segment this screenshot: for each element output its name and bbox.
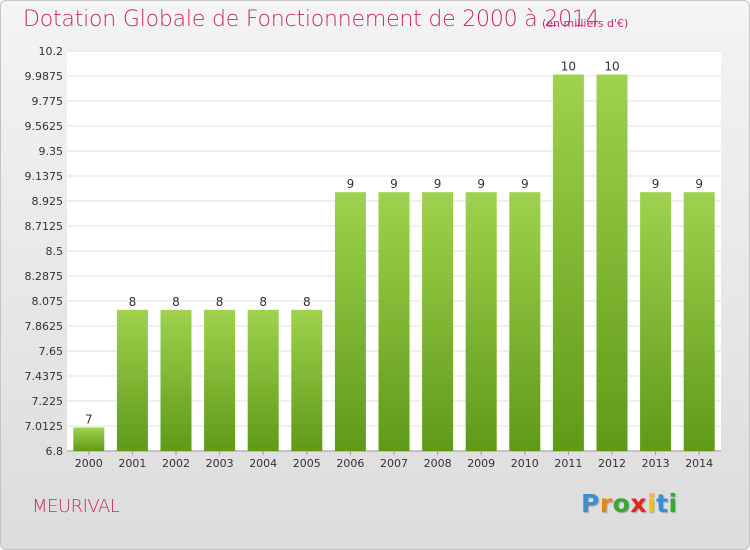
y-tick-label: 8.2875 — [25, 270, 64, 283]
x-tick-label: 2006 — [336, 457, 364, 470]
x-tick-label: 2004 — [249, 457, 277, 470]
y-tick-label: 9.775 — [32, 95, 64, 108]
x-tick-label: 2002 — [162, 457, 190, 470]
logo-letter: i — [668, 489, 678, 518]
bar-value-label: 9 — [390, 177, 398, 191]
bar-value-label: 9 — [521, 177, 529, 191]
bar-value-label: 9 — [652, 177, 660, 191]
bar — [422, 192, 454, 452]
logo-letter: r — [599, 489, 613, 518]
x-tick-label: 2010 — [511, 457, 539, 470]
y-tick-label: 7.65 — [39, 345, 64, 358]
x-tick-label: 2009 — [467, 457, 495, 470]
bar-value-label: 9 — [434, 177, 442, 191]
logo-letter: t — [656, 489, 669, 518]
bar — [160, 309, 192, 451]
x-tick-label: 2003 — [206, 457, 234, 470]
proxiti-logo: Proxiti — [581, 489, 678, 518]
y-tick-label: 9.5625 — [25, 120, 64, 133]
bar — [640, 192, 672, 452]
x-tick-label: 2007 — [380, 457, 408, 470]
y-tick-label: 8.075 — [32, 295, 64, 308]
y-tick-label: 9.9875 — [25, 70, 64, 83]
bar — [465, 192, 497, 452]
bar-value-label: 10 — [561, 60, 576, 74]
y-tick-label: 7.0125 — [25, 420, 64, 433]
x-tick-label: 2011 — [554, 457, 582, 470]
bars: 7 8 8 8 8 8 9 9 9 9 9 10 10 9 9 — [73, 60, 715, 452]
bar-value-label: 8 — [259, 295, 267, 309]
bar — [291, 309, 323, 451]
bar — [204, 309, 236, 451]
bar — [683, 192, 715, 452]
bar — [378, 192, 410, 452]
x-tick-label: 2014 — [685, 457, 713, 470]
x-tick-label: 2012 — [598, 457, 626, 470]
logo-letter: P — [581, 489, 600, 518]
y-tick-label: 9.1375 — [25, 170, 64, 183]
commune-name: MEURIVAL — [32, 496, 120, 517]
y-tick-label: 6.8 — [46, 445, 64, 458]
logo-letter: x — [630, 489, 647, 518]
bar-value-label: 7 — [85, 412, 93, 426]
bar — [552, 74, 584, 451]
y-tick-label: 10.2 — [39, 45, 64, 58]
y-tick-label: 7.8625 — [25, 320, 64, 333]
x-tick-label: 2001 — [118, 457, 146, 470]
bar-value-label: 9 — [695, 177, 703, 191]
bar-value-label: 10 — [604, 60, 619, 74]
chart-unit: (en milliers d'€) — [542, 17, 629, 30]
bar-value-label: 9 — [347, 177, 355, 191]
bar-value-label: 8 — [129, 295, 137, 309]
chart-title: Dotation Globale de Fonctionnement de 20… — [23, 7, 600, 32]
bar — [247, 309, 279, 451]
bar — [596, 74, 628, 451]
bar-value-label: 8 — [216, 295, 224, 309]
x-tick-label: 2008 — [424, 457, 452, 470]
x-tick-label: 2013 — [642, 457, 670, 470]
bar-value-label: 8 — [303, 295, 311, 309]
bar-value-label: 9 — [477, 177, 485, 191]
x-tick-label: 2000 — [75, 457, 103, 470]
y-axis: 10.2 9.9875 9.775 9.5625 9.35 9.1375 8.925 8.71… — [25, 45, 721, 458]
logo-letter: o — [612, 489, 631, 518]
x-axis: 2000 2001 2002 2003 2004 2005 2006 2007 2008 2009… — [75, 451, 713, 470]
bar — [116, 309, 148, 451]
y-tick-label: 8.5 — [46, 245, 64, 258]
bar — [509, 192, 541, 452]
bar-value-label: 8 — [172, 295, 180, 309]
y-tick-label: 7.4375 — [25, 370, 64, 383]
logo-letter: i — [647, 489, 657, 518]
y-tick-label: 7.225 — [32, 395, 64, 408]
bar — [73, 427, 105, 451]
y-tick-label: 9.35 — [39, 145, 64, 158]
x-tick-label: 2005 — [293, 457, 321, 470]
bar — [334, 192, 366, 452]
y-tick-label: 8.925 — [32, 195, 64, 208]
y-tick-label: 8.7125 — [25, 220, 64, 233]
